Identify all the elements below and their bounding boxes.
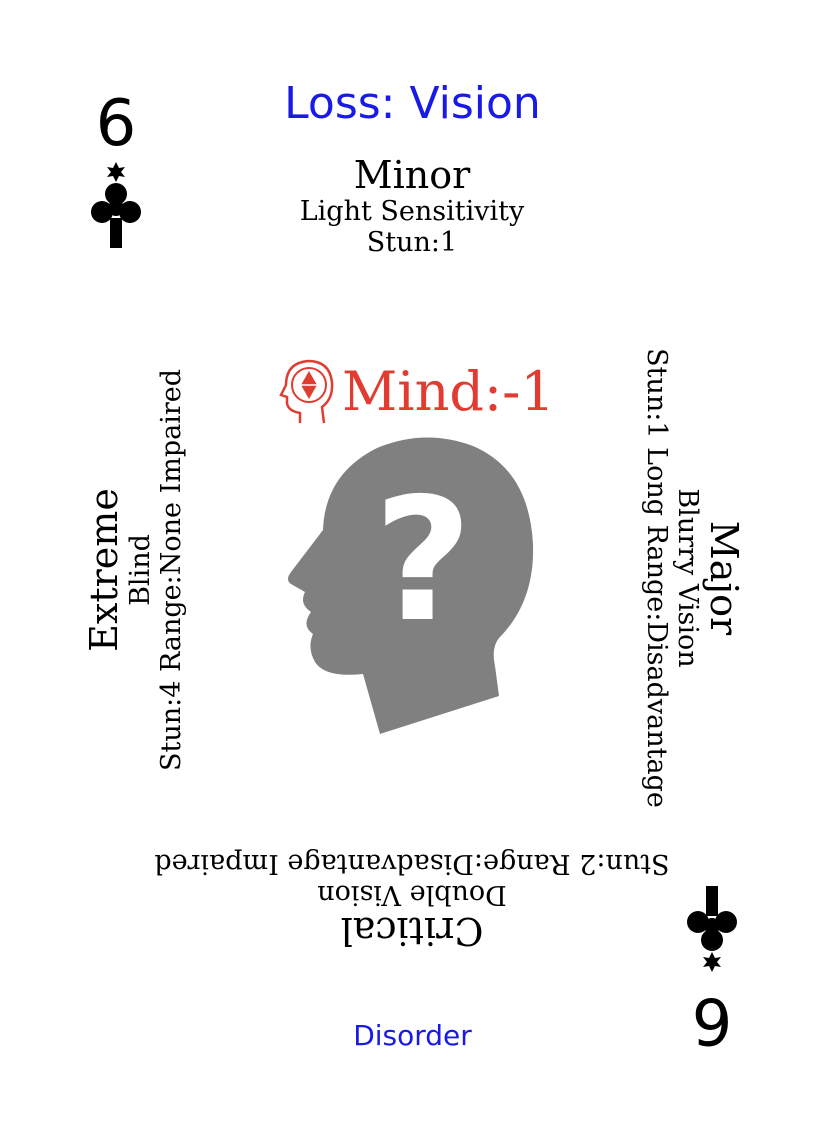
severity-effect: Stun:1 Long Range:Disadvantage [641,348,672,808]
severity-effect: Stun:1 [366,227,458,258]
bottom-right-corner: 6 [682,876,742,1057]
severity-desc: Blind [125,534,156,606]
svg-text:?: ? [374,462,473,660]
mind-head-icon [279,359,334,424]
severity-name: Extreme [82,488,126,652]
club-icon [91,162,141,248]
head-question-icon: ? [288,437,534,734]
severity-extreme: Extreme Blind Stun:4 Range:None Impaired [82,320,187,820]
severity-effect: Stun:2 Range:Disadvantage Impaired [154,848,670,879]
severity-name: Minor [353,153,471,197]
severity-name: Major [702,520,746,636]
severity-minor: Minor Light Sensitivity Stun:1 [212,154,612,258]
severity-major: Major Blurry Vision Stun:1 Long Range:Di… [641,328,746,828]
top-left-corner: 6 [86,92,146,252]
card-category: Disorder [353,1019,472,1052]
severity-name: Critical [340,909,484,953]
severity-desc: Double Vision [317,879,507,910]
severity-desc: Light Sensitivity [299,196,525,227]
severity-desc: Blurry Vision [672,488,703,668]
club-icon [687,886,737,972]
severity-effect: Stun:4 Range:None Impaired [156,368,187,772]
card-title: Loss: Vision [284,78,541,129]
mind-stat-label: Mind:-1 [342,360,555,423]
rank-top: 6 [95,87,137,161]
severity-critical: Critical Double Vision Stun:2 Range:Disa… [112,848,712,953]
mind-stat: Mind:-1 [278,356,555,428]
